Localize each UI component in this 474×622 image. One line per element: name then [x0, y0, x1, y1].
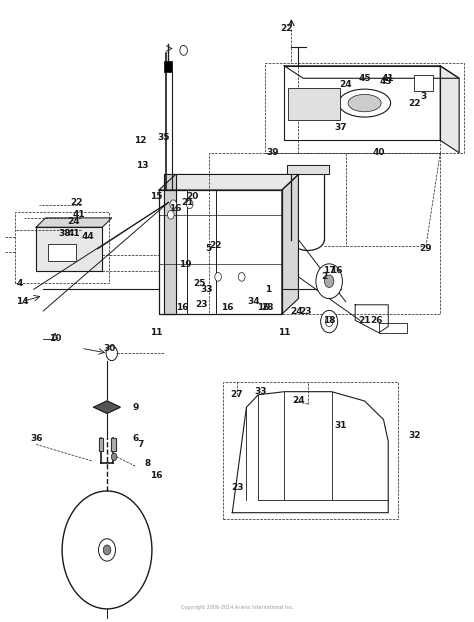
Text: 3: 3: [420, 93, 427, 101]
Text: 41: 41: [73, 210, 85, 220]
Text: 24: 24: [292, 396, 305, 406]
Text: 41: 41: [382, 74, 394, 83]
Polygon shape: [111, 439, 116, 450]
Polygon shape: [282, 174, 299, 314]
Circle shape: [180, 45, 187, 55]
Ellipse shape: [348, 95, 381, 112]
Text: 23: 23: [195, 300, 208, 309]
Polygon shape: [164, 174, 175, 314]
Polygon shape: [99, 439, 103, 450]
Text: 1: 1: [264, 285, 271, 294]
Polygon shape: [159, 174, 299, 190]
Text: 45: 45: [358, 74, 371, 83]
Polygon shape: [284, 66, 459, 78]
Text: 27: 27: [231, 390, 243, 399]
Text: 40: 40: [373, 148, 385, 157]
Text: 35: 35: [157, 132, 170, 142]
Circle shape: [62, 491, 152, 609]
Text: 5: 5: [206, 244, 212, 253]
Polygon shape: [94, 401, 120, 414]
Text: 24: 24: [339, 80, 352, 89]
Polygon shape: [36, 218, 112, 227]
Circle shape: [238, 272, 245, 281]
Circle shape: [103, 545, 111, 555]
Polygon shape: [355, 305, 388, 333]
Text: Copyright 2006-2014 Ariens International Inc.: Copyright 2006-2014 Ariens International…: [181, 605, 293, 610]
Text: 28: 28: [262, 304, 274, 312]
Text: 20: 20: [186, 192, 198, 201]
Text: 32: 32: [408, 430, 420, 440]
Text: 22: 22: [210, 241, 222, 250]
Text: 24: 24: [290, 307, 302, 315]
Text: 21: 21: [181, 198, 193, 207]
Text: 26: 26: [370, 316, 383, 325]
Text: 21: 21: [358, 316, 371, 325]
Text: 25: 25: [193, 279, 205, 287]
Polygon shape: [159, 190, 282, 314]
Text: 16: 16: [176, 304, 189, 312]
Text: 30: 30: [103, 344, 116, 353]
Text: 16: 16: [169, 204, 182, 213]
Text: 16: 16: [257, 304, 269, 312]
Text: 34: 34: [247, 297, 260, 306]
Text: 14: 14: [16, 297, 28, 306]
Text: 18: 18: [323, 316, 336, 325]
Text: 33: 33: [200, 285, 212, 294]
Text: 7: 7: [137, 440, 143, 449]
Ellipse shape: [338, 89, 391, 117]
Text: 44: 44: [82, 232, 94, 241]
Text: 37: 37: [335, 123, 347, 132]
Text: 10: 10: [49, 335, 61, 343]
Bar: [164, 61, 172, 72]
Text: 33: 33: [255, 387, 267, 396]
Text: 38: 38: [58, 229, 71, 238]
Circle shape: [186, 200, 193, 208]
Text: 24: 24: [68, 216, 80, 226]
Text: 17: 17: [323, 266, 336, 275]
Text: 16: 16: [221, 304, 234, 312]
Polygon shape: [232, 392, 388, 513]
Text: 9: 9: [132, 402, 138, 412]
Text: 31: 31: [335, 421, 347, 430]
Bar: [414, 75, 433, 91]
Text: 36: 36: [30, 434, 42, 443]
Text: 39: 39: [266, 148, 279, 157]
Text: 2: 2: [321, 272, 328, 281]
Text: 23: 23: [299, 307, 312, 315]
Circle shape: [99, 539, 116, 561]
Text: 19: 19: [179, 260, 191, 269]
Text: 13: 13: [136, 160, 149, 170]
Polygon shape: [440, 66, 459, 153]
Bar: [48, 244, 76, 261]
Text: 22: 22: [408, 99, 420, 108]
Circle shape: [325, 317, 333, 327]
Text: 6: 6: [132, 434, 138, 443]
Circle shape: [170, 200, 176, 208]
Circle shape: [167, 210, 174, 219]
Circle shape: [320, 310, 337, 333]
Text: 4: 4: [17, 279, 23, 287]
Polygon shape: [287, 165, 329, 174]
Text: 11: 11: [150, 328, 163, 337]
Text: 41: 41: [68, 229, 80, 238]
Circle shape: [215, 272, 221, 281]
Text: 43: 43: [380, 77, 392, 86]
Text: 16: 16: [330, 266, 343, 275]
Circle shape: [106, 346, 118, 361]
Text: 8: 8: [144, 458, 150, 468]
Polygon shape: [36, 227, 102, 271]
Circle shape: [324, 275, 334, 287]
Bar: [288, 88, 340, 120]
Circle shape: [111, 453, 117, 460]
Text: 22: 22: [281, 24, 293, 33]
Text: 29: 29: [420, 244, 432, 253]
Polygon shape: [284, 66, 440, 141]
Text: 16: 16: [150, 471, 163, 480]
Text: 11: 11: [278, 328, 291, 337]
Text: 22: 22: [70, 198, 82, 207]
Text: 23: 23: [231, 483, 243, 493]
Circle shape: [316, 264, 342, 299]
Text: 15: 15: [150, 192, 163, 201]
Text: 12: 12: [134, 136, 146, 145]
